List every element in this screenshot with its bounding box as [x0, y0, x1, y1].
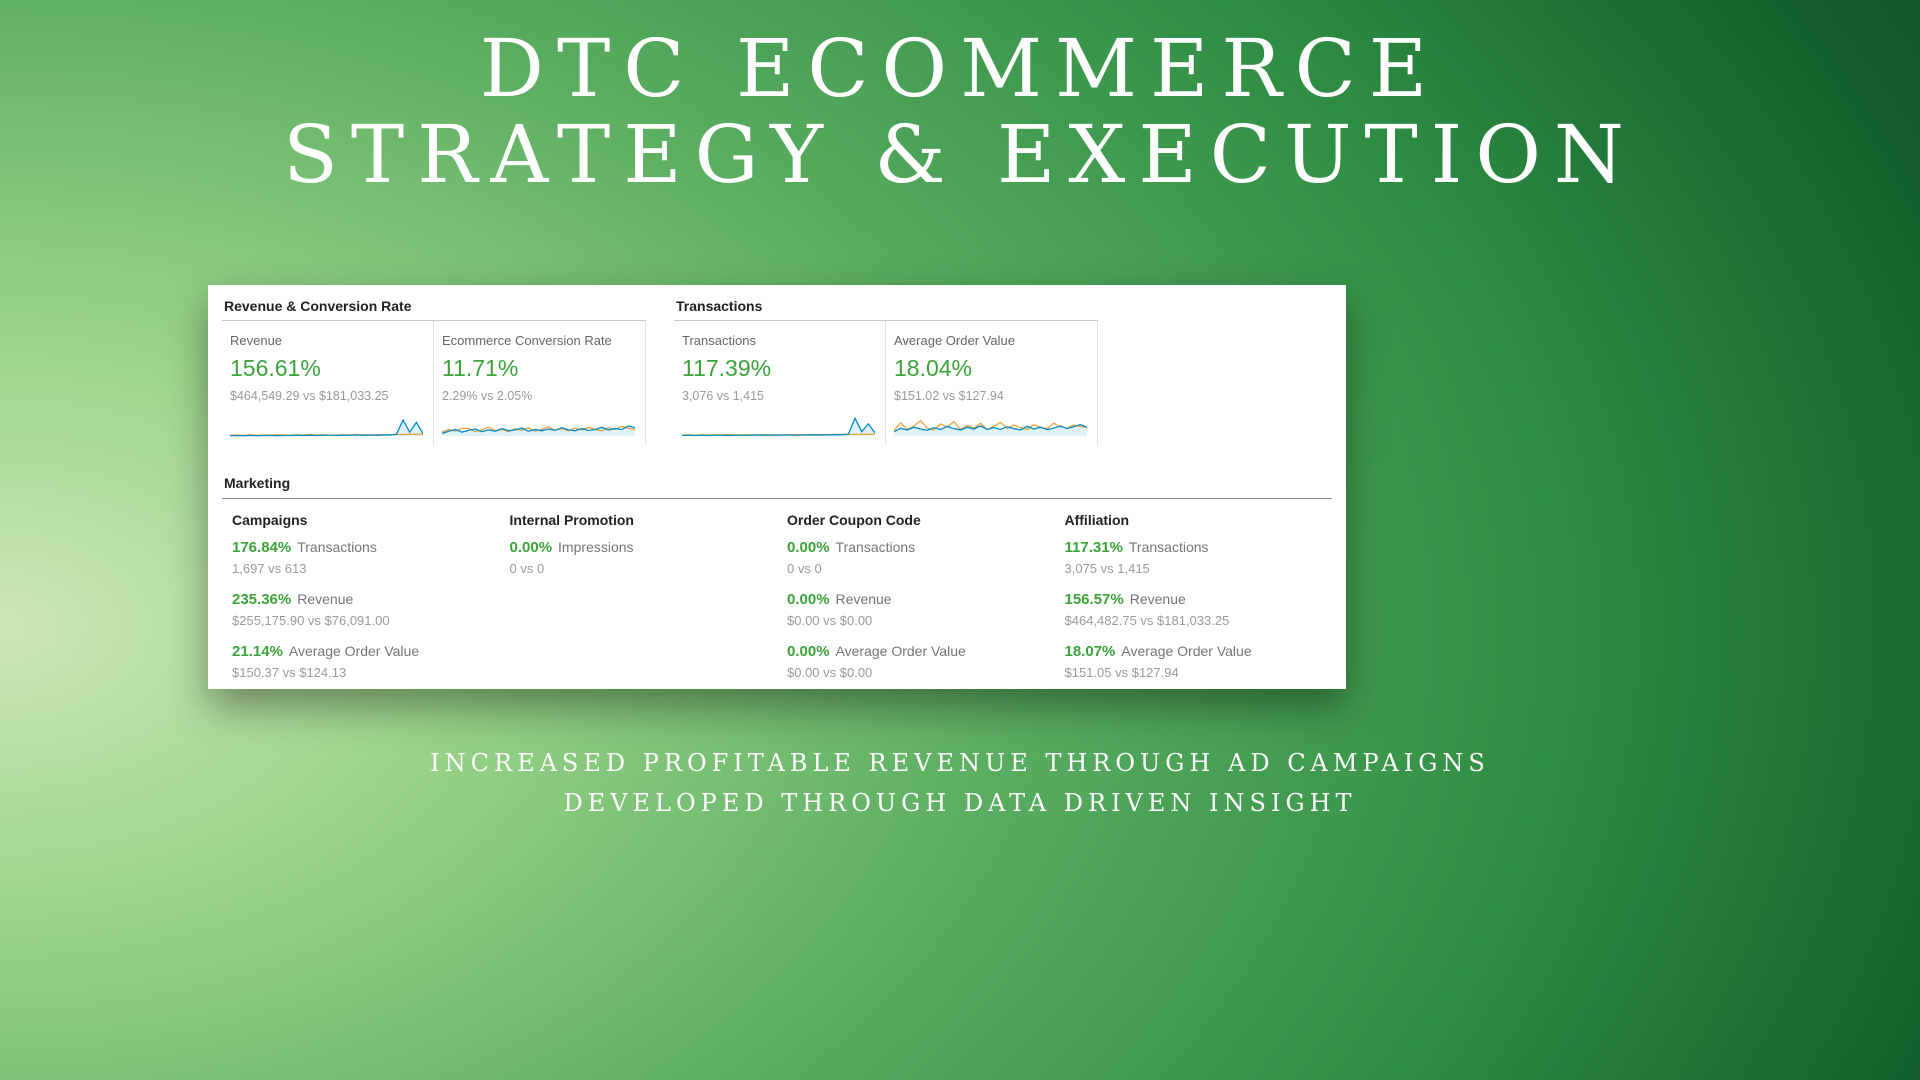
group-title-revenue-conversion: Revenue & Conversion Rate — [222, 293, 646, 321]
metric-compare: $0.00 vs $0.00 — [787, 613, 873, 628]
metric-compare: 0 vs 0 — [509, 561, 545, 576]
metric-label: Average Order Value — [1121, 643, 1252, 659]
metric-compare: 3,076 vs 1,415 — [682, 389, 765, 403]
slide-title-line-2: STRATEGY & EXECUTION — [283, 108, 1637, 202]
metric-compare: $0.00 vs $0.00 — [787, 665, 873, 680]
column-title: Order Coupon Code — [787, 512, 921, 528]
marketing-metric-row: 117.31% Transactions 3,075 vs 1,415 — [1065, 539, 1333, 576]
metric-label: Revenue — [230, 333, 283, 348]
metric-label: Transactions — [297, 539, 377, 555]
slide-title-line-1: DTC ECOMMERCE — [479, 22, 1441, 115]
marketing-metric-row: 156.57% Revenue $464,482.75 vs $181,033.2… — [1065, 591, 1333, 628]
group-revenue-conversion: Revenue & Conversion Rate Revenue 156.61… — [222, 293, 646, 446]
metric-delta: 0.00% — [787, 539, 830, 556]
analytics-dashboard-card: Revenue & Conversion Rate Revenue 156.61… — [208, 285, 1346, 689]
group-title-transactions: Transactions — [674, 293, 1098, 321]
revenue-sparkline-chart — [230, 412, 423, 438]
marketing-metric-row: 0.00% Impressions 0 vs 0 — [510, 539, 778, 576]
marketing-column-campaigns: Campaigns 176.84% Transactions 1,697 vs 6… — [222, 512, 500, 695]
metric-compare: $150.37 vs $124.13 — [232, 665, 347, 680]
marketing-metric-row: 18.07% Average Order Value $151.05 vs $12… — [1065, 643, 1333, 680]
marketing-metric-row: 0.00% Revenue $0.00 vs $0.00 — [787, 591, 1055, 628]
marketing-column-internal-promotion: Internal Promotion 0.00% Impressions 0 vs… — [500, 512, 778, 695]
metric-card-conversion-rate: Ecommerce Conversion Rate 11.71% 2.29% v… — [434, 321, 646, 446]
metric-delta: 0.00% — [509, 539, 553, 556]
metric-delta: 117.39% — [682, 355, 772, 381]
metric-compare: $151.05 vs $127.94 — [1064, 665, 1179, 680]
slide-caption-line-2: DEVELOPED THROUGH DATA DRIVEN INSIGHT — [563, 788, 1357, 817]
metric-card-revenue: Revenue 156.61% $464,549.29 vs $181,033.… — [222, 321, 434, 446]
metric-compare: 1,697 vs 613 — [232, 561, 307, 576]
marketing-section-title: Marketing — [222, 471, 1332, 499]
metric-label: Transactions — [682, 333, 756, 348]
slide-caption-line-1: INCREASED PROFITABLE REVENUE THROUGH AD … — [430, 749, 1490, 777]
metric-delta: 176.84% — [232, 539, 292, 556]
column-title: Campaigns — [232, 512, 308, 528]
metric-delta: 18.04% — [894, 355, 973, 381]
marketing-metric-row: 0.00% Average Order Value $0.00 vs $0.00 — [787, 643, 1055, 680]
marketing-column-affiliation: Affiliation 117.31% Transactions 3,075 vs… — [1055, 512, 1333, 695]
metric-compare: $464,482.75 vs $181,033.25 — [1064, 613, 1230, 628]
metric-delta: 21.14% — [232, 643, 283, 660]
metric-delta: 18.07% — [1064, 643, 1116, 660]
marketing-metric-row: 176.84% Transactions 1,697 vs 613 — [232, 539, 500, 576]
metric-label: Transactions — [835, 539, 916, 555]
metric-label: Transactions — [1128, 539, 1209, 555]
metric-label: Ecommerce Conversion Rate — [442, 333, 612, 348]
metric-label: Revenue — [835, 591, 892, 607]
conversion-sparkline-chart — [442, 412, 635, 438]
metric-delta: 156.61% — [230, 355, 321, 381]
metric-label: Average Order Value — [835, 643, 966, 659]
metric-compare: 2.29% vs 2.05% — [442, 389, 533, 403]
metric-delta: 235.36% — [232, 591, 292, 608]
metric-label: Impressions — [558, 539, 634, 555]
metric-compare: $464,549.29 vs $181,033.25 — [230, 389, 389, 403]
metric-card-average-order-value: Average Order Value 18.04% $151.02 vs $1… — [886, 321, 1098, 446]
metric-label: Revenue — [1129, 591, 1186, 607]
aov-sparkline-chart — [894, 412, 1087, 438]
metric-label: Average Order Value — [894, 333, 1015, 348]
scorecard-groups: Revenue & Conversion Rate Revenue 156.61… — [222, 293, 1098, 446]
metric-compare: 3,075 vs 1,415 — [1064, 561, 1150, 576]
slide-caption: INCREASED PROFITABLE REVENUE THROUGH AD … — [0, 744, 1920, 823]
marketing-column-order-coupon-code: Order Coupon Code 0.00% Transactions 0 vs… — [777, 512, 1055, 695]
column-title: Affiliation — [1064, 512, 1130, 528]
slide-title: DTC ECOMMERCE STRATEGY & EXECUTION — [0, 22, 1920, 202]
metric-card-transactions: Transactions 117.39% 3,076 vs 1,415 — [674, 321, 886, 446]
metric-delta: 11.71% — [442, 355, 519, 381]
metric-compare: $151.02 vs $127.94 — [894, 389, 1004, 403]
metric-delta: 0.00% — [787, 643, 830, 660]
metric-compare: 0 vs 0 — [787, 561, 822, 576]
metric-delta: 0.00% — [787, 591, 830, 608]
marketing-metric-row: 235.36% Revenue $255,175.90 vs $76,091.00 — [232, 591, 500, 628]
metric-label: Average Order Value — [288, 643, 420, 659]
marketing-metric-row: 0.00% Transactions 0 vs 0 — [787, 539, 1055, 576]
marketing-metric-row: 21.14% Average Order Value $150.37 vs $12… — [232, 643, 500, 680]
metric-delta: 156.57% — [1064, 591, 1124, 608]
column-title: Internal Promotion — [509, 512, 634, 528]
metric-delta: 117.31% — [1064, 539, 1123, 556]
metric-label: Revenue — [297, 591, 354, 607]
transactions-sparkline-chart — [682, 412, 875, 438]
marketing-section: Marketing Campaigns 176.84% Transactions … — [222, 471, 1332, 695]
group-transactions: Transactions Transactions 117.39% 3,076 … — [674, 293, 1098, 446]
metric-compare: $255,175.90 vs $76,091.00 — [232, 613, 390, 628]
